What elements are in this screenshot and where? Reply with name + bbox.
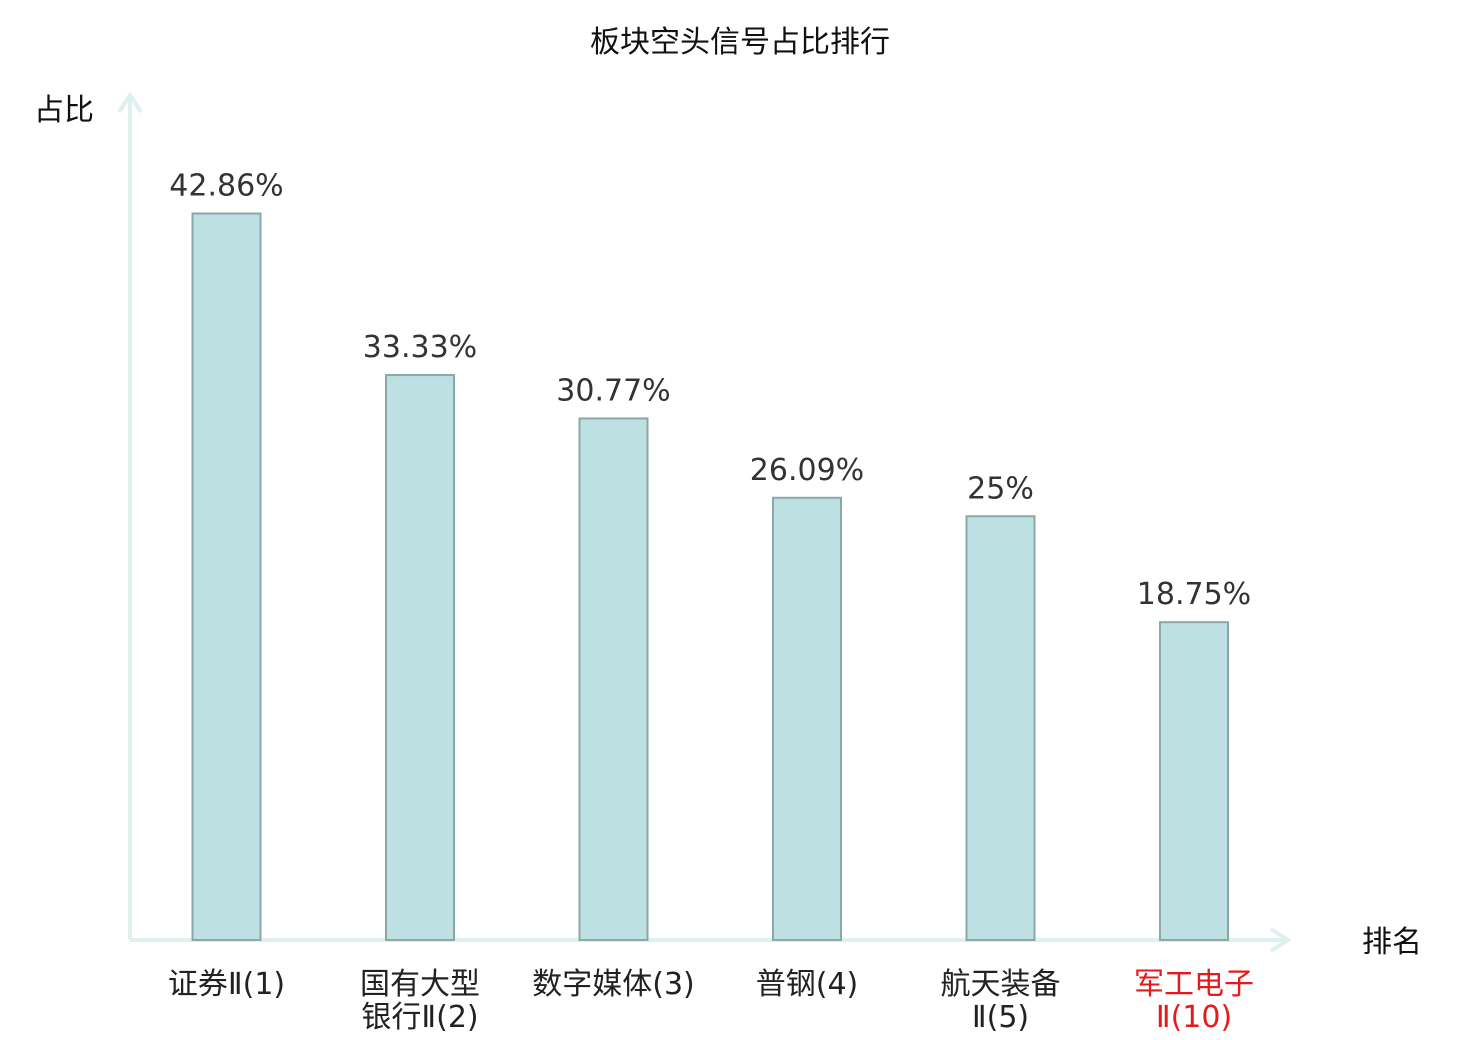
x-tick-label: 普钢(4) (756, 967, 859, 1002)
bar (385, 374, 455, 941)
axes (117, 91, 1292, 953)
x-axis-title: 排名 (1362, 925, 1422, 960)
bar (578, 417, 649, 941)
bar (772, 496, 842, 941)
bar (965, 515, 1036, 941)
bar-value-label: 33.33% (363, 330, 477, 365)
x-tick-label: 数字媒体(3) (532, 967, 695, 1002)
x-tick-label: 航天装备 (941, 967, 1061, 1002)
bar-value-label: 26.09% (750, 453, 864, 488)
y-axis-title: 占比 (34, 93, 94, 128)
x-axis-arrow (1269, 927, 1292, 953)
x-tick-label: 国有大型 (360, 967, 480, 1002)
bar-value-label: 30.77% (556, 373, 670, 408)
x-tick-label: 银行Ⅱ(2) (361, 1000, 478, 1035)
bar-value-label: 25% (967, 471, 1034, 506)
x-tick-label: Ⅱ(5) (972, 1000, 1029, 1035)
bar (191, 212, 262, 941)
bar-value-label: 42.86% (169, 169, 283, 204)
x-tick-label: 证券Ⅱ(1) (168, 967, 285, 1002)
bar (1159, 621, 1229, 941)
x-tick-label: 军工电子 (1134, 967, 1254, 1002)
bar-value-label: 18.75% (1137, 577, 1251, 612)
x-tick-label: Ⅱ(10) (1156, 1000, 1232, 1035)
y-axis-arrow (117, 91, 143, 114)
chart-title: 板块空头信号占比排行 (590, 25, 890, 60)
